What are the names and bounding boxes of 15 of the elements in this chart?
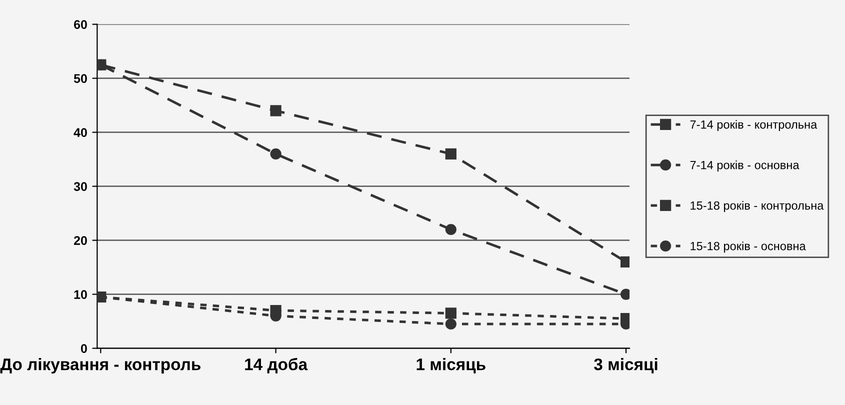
legend-label: 7-14 років - контрольна	[690, 120, 818, 132]
y-tick-label: 40	[74, 128, 87, 137]
x-tick-label: До лікування - контроль	[0, 358, 200, 374]
legend-label: 7-14 років - основна	[690, 160, 800, 172]
x-tick-label: 3 місяці	[594, 358, 658, 374]
legend-label: 15-18 років - основна	[690, 242, 806, 253]
x-tick-label: 1 місяць	[416, 358, 486, 374]
y-tick-label: 30	[74, 182, 87, 191]
y-tick-label: 50	[74, 74, 87, 83]
y-tick-label: 10	[74, 290, 87, 299]
x-tick-label: 14 доба	[245, 358, 308, 374]
y-tick-label: 60	[74, 20, 87, 29]
y-tick-label: 20	[74, 236, 87, 245]
legend-label: 15-18 років - контрольна	[690, 201, 824, 212]
y-tick-label: 0	[80, 344, 87, 353]
